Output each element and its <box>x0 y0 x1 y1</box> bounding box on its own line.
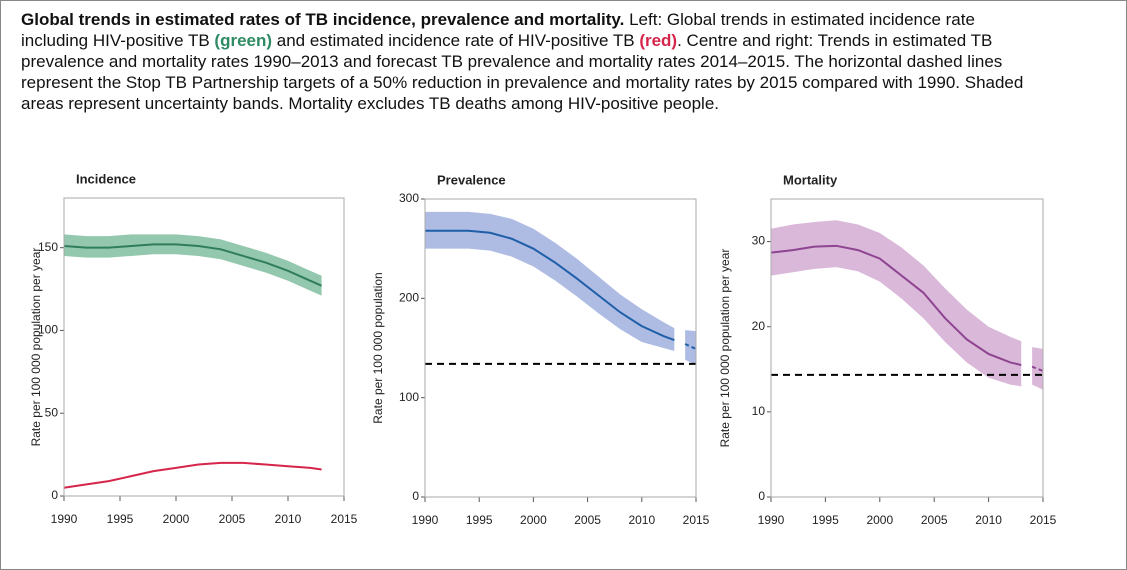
y-tick-label: 0 <box>758 489 765 503</box>
uncertainty-band <box>425 211 675 351</box>
series-line <box>684 343 697 350</box>
x-tick-label: 2015 <box>683 513 710 527</box>
caption: Global trends in estimated rates of TB i… <box>21 9 1031 114</box>
y-tick-label: 100 <box>38 323 58 337</box>
series-line <box>1031 365 1044 372</box>
plot-frame <box>424 198 697 498</box>
caption-text: (green) <box>214 31 273 50</box>
caption-title: Global trends in estimated rates of TB i… <box>21 10 625 29</box>
caption-text: (red) <box>639 31 678 50</box>
x-tick-label: 2005 <box>219 512 246 526</box>
x-tick-label: 2015 <box>1030 513 1057 527</box>
x-tick-label: 1990 <box>51 512 78 526</box>
series-line <box>770 244 1022 367</box>
y-tick-label: 200 <box>399 291 419 305</box>
y-tick-label: 30 <box>752 234 766 248</box>
uncertainty-band <box>1032 347 1043 390</box>
y-tick-label: 300 <box>399 191 419 205</box>
x-tick-label: 2010 <box>275 512 302 526</box>
x-tick-label: 2010 <box>975 513 1002 527</box>
series-line <box>425 229 675 341</box>
x-tick-label: 2005 <box>574 513 601 527</box>
y-tick-label: 50 <box>45 405 59 419</box>
uncertainty-band <box>771 220 1022 387</box>
x-tick-label: 2015 <box>331 512 358 526</box>
uncertainty-band <box>685 330 696 365</box>
panel-title: Incidence <box>76 171 136 186</box>
x-tick-label: 2000 <box>866 513 893 527</box>
y-axis-label: Rate per 100 000 population per year <box>718 249 732 448</box>
x-tick-label: 2000 <box>163 512 190 526</box>
y-tick-label: 10 <box>752 404 766 418</box>
uncertainty-band <box>64 234 322 296</box>
series-line <box>63 243 323 287</box>
y-tick-label: 0 <box>412 489 419 503</box>
x-tick-label: 1995 <box>466 513 493 527</box>
caption-text: . Centre and right: Trends in estimated … <box>21 31 1024 113</box>
x-tick-label: 2005 <box>921 513 948 527</box>
panel-title: Mortality <box>783 172 838 187</box>
x-tick-label: 1995 <box>107 512 134 526</box>
y-tick-label: 150 <box>38 240 58 254</box>
y-tick-label: 100 <box>399 390 419 404</box>
y-axis-label: Rate per 100 000 population <box>371 272 385 423</box>
x-tick-label: 1995 <box>812 513 839 527</box>
y-tick-label: 0 <box>51 488 58 502</box>
y-axis-label: Rate per 100 000 population per year <box>29 248 43 447</box>
caption-text: Left: Global trends in estimated inciden… <box>21 10 975 50</box>
x-tick-label: 2000 <box>520 513 547 527</box>
caption-text: and estimated incidence rate of HIV-posi… <box>272 31 640 50</box>
plot-frame <box>770 198 1044 498</box>
panel-title: Prevalence <box>437 172 506 187</box>
x-tick-label: 1990 <box>758 513 785 527</box>
plot-frame <box>63 197 345 497</box>
y-tick-label: 20 <box>752 319 766 333</box>
x-tick-label: 1990 <box>412 513 439 527</box>
x-tick-label: 2010 <box>628 513 655 527</box>
series-line <box>63 461 322 489</box>
